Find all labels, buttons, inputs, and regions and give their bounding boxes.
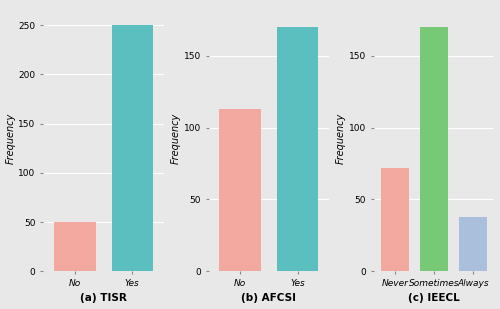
Bar xyxy=(54,222,96,271)
Bar xyxy=(459,217,487,271)
Y-axis label: Frequency: Frequency xyxy=(6,113,16,164)
Y-axis label: Frequency: Frequency xyxy=(336,113,346,164)
Bar xyxy=(277,27,318,271)
Bar xyxy=(112,25,153,271)
Bar xyxy=(220,109,261,271)
X-axis label: (b) AFCSI: (b) AFCSI xyxy=(242,294,296,303)
Bar xyxy=(420,27,448,271)
X-axis label: (c) IEECL: (c) IEECL xyxy=(408,294,460,303)
Y-axis label: Frequency: Frequency xyxy=(171,113,181,164)
X-axis label: (a) TISR: (a) TISR xyxy=(80,294,127,303)
Bar xyxy=(381,168,409,271)
